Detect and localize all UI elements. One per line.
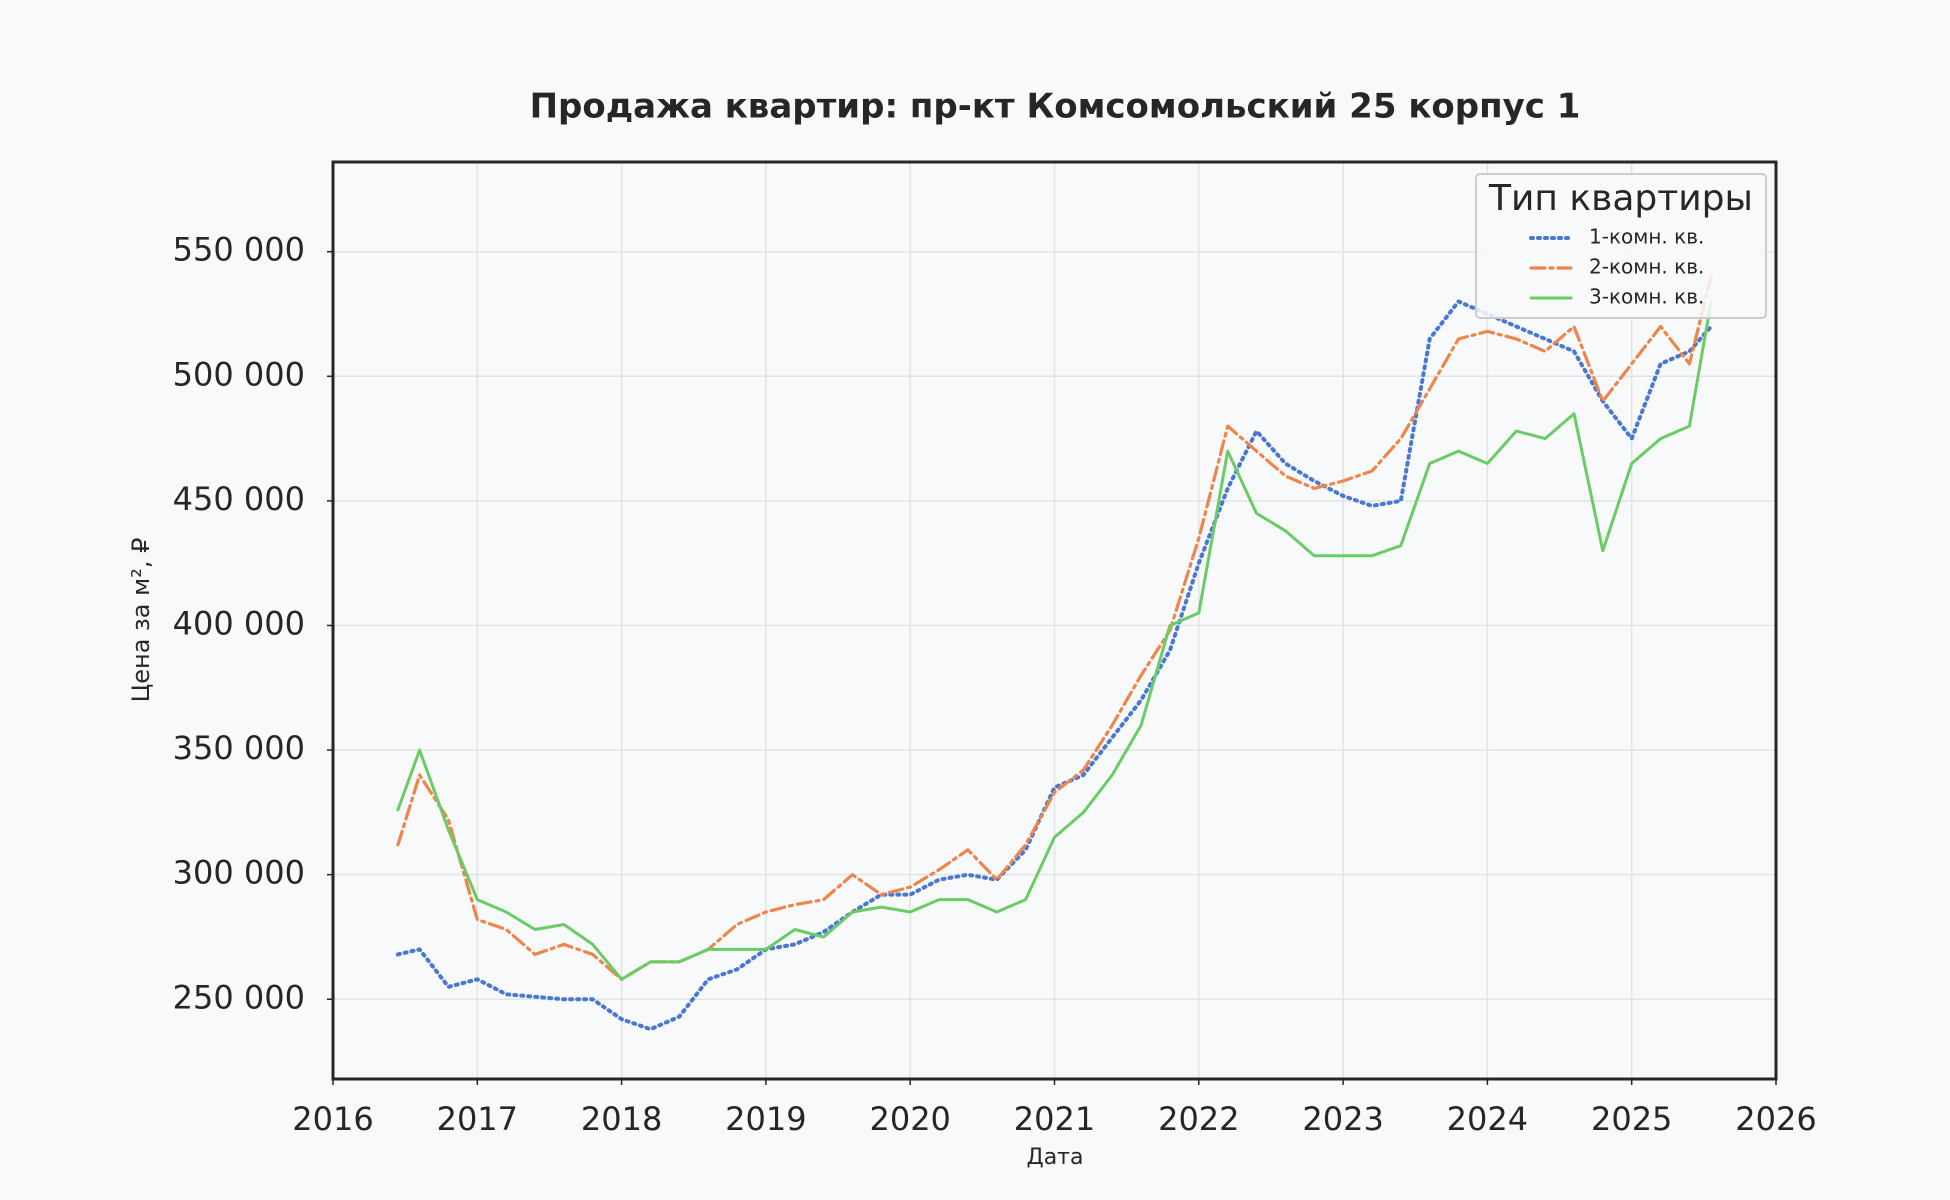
y-tick-label: 450 000 [173, 480, 305, 518]
x-tick-label: 2026 [1735, 1100, 1816, 1138]
legend: Тип квартиры 1-комн. кв. 2-комн. кв. 3-комн… [1475, 173, 1767, 319]
legend-box [1475, 173, 1767, 319]
y-tick-label: 400 000 [173, 604, 305, 642]
series-line [396, 300, 1713, 981]
x-tick-label: 2022 [1158, 1100, 1239, 1138]
legend-label: 2-комн. кв. [1589, 255, 1704, 279]
x-tick-label: 2019 [725, 1100, 806, 1138]
x-tick-label: 2017 [437, 1100, 518, 1138]
legend-label: 1-комн. кв. [1589, 225, 1704, 249]
x-tick-label: 2016 [292, 1100, 373, 1138]
legend-label: 3-комн. кв. [1589, 285, 1704, 309]
x-tick-label: 2023 [1302, 1100, 1383, 1138]
x-tick-label: 2020 [869, 1100, 950, 1138]
y-axis-label: Цена за м², ₽ [127, 538, 155, 703]
y-tick-label: 250 000 [173, 978, 305, 1016]
x-tick-label: 2025 [1591, 1100, 1672, 1138]
x-tick-label: 2021 [1014, 1100, 1095, 1138]
x-tick-label: 2018 [581, 1100, 662, 1138]
x-tick-label: 2024 [1447, 1100, 1528, 1138]
y-tick-label: 550 000 [173, 231, 305, 269]
y-tick-label: 350 000 [173, 729, 305, 767]
legend-title: Тип квартиры [1488, 178, 1753, 219]
series-line [396, 275, 1713, 981]
y-tick-label: 500 000 [173, 355, 305, 393]
x-axis-label: Дата [1027, 1145, 1084, 1170]
y-tick-label: 300 000 [173, 854, 305, 892]
chart-title: Продажа квартир: пр-кт Комсомольский 25 … [530, 87, 1581, 127]
plot-frame [331, 160, 1778, 1081]
